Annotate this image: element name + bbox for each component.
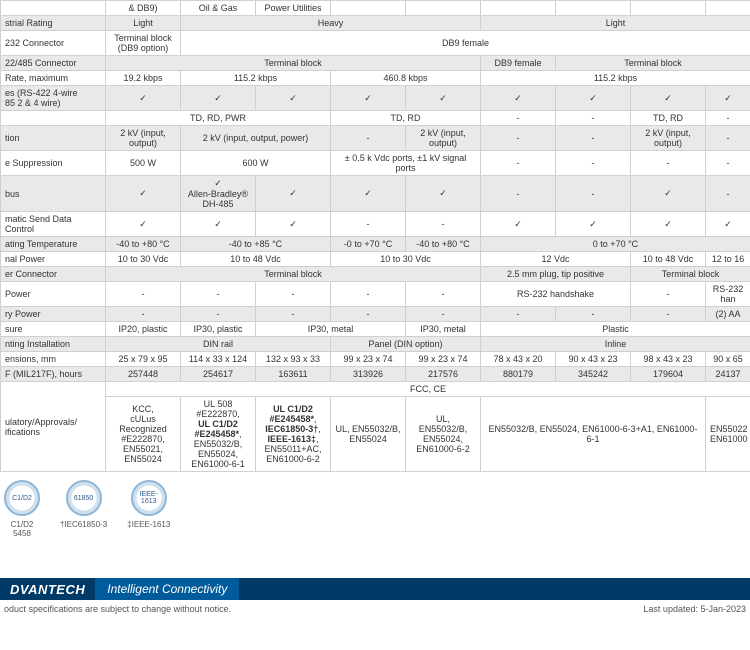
certification-badges: C1/D2 C1/D2 5458 61850 †IEC61850-3 IEEE-…	[0, 472, 750, 538]
row-enclosure: sure IP20, plasticIP30, plastic IP30, me…	[1, 322, 750, 337]
badge-icon: 61850	[66, 480, 102, 516]
cert-iec61850: 61850 †IEC61850-3	[60, 480, 107, 529]
brand-bar: DVANTECH Intelligent Connectivity	[0, 578, 750, 600]
row-pwrconn: er Connector Terminal block 2.5 mm plug,…	[1, 267, 750, 282]
row-extpwr: nal Power 10 to 30 Vdc 10 to 48 Vdc 10 t…	[1, 252, 750, 267]
row-modbus: bus ✓ ✓ Allen-Bradley® DH-485 ✓✓✓ --✓-	[1, 176, 750, 212]
row-portpwr: Power --- -- RS-232 handshake -RS-232 ha…	[1, 282, 750, 307]
badge-icon: IEEE-1613	[131, 480, 167, 516]
row-battery: ry Power --- --- --(2) AA	[1, 307, 750, 322]
row-top: & DB9)Oil & GasPower Utilities	[1, 1, 750, 16]
cert-label: ‡IEEE-1613	[127, 520, 170, 529]
cert-ieee1613: IEEE-1613 ‡IEEE-1613	[127, 480, 170, 529]
row-optemp: ating Temperature -40 to +80 °C -40 to +…	[1, 237, 750, 252]
row-regulatory: KCC, cULus Recognized #E222870, EN55021,…	[1, 397, 750, 472]
cert-label: C1/D2 5458	[4, 520, 40, 538]
row-rs232: 232 Connector Terminal block (DB9 option…	[1, 31, 750, 56]
last-updated: Last updated: 5-Jan-2023	[643, 604, 746, 614]
row-datarate: Rate, maximum 19.2 kbps 115.2 kbps 460.8…	[1, 71, 750, 86]
cert-ulc1d2: C1/D2 C1/D2 5458	[4, 480, 40, 538]
row-dims: ensions, mm 25 x 79 x 95114 x 33 x 12413…	[1, 352, 750, 367]
brand-logo: DVANTECH	[0, 582, 95, 597]
row-mounting: nting Installation DIN rail Panel (DIN o…	[1, 337, 750, 352]
footer: DVANTECH Intelligent Connectivity oduct …	[0, 578, 750, 614]
footnote-text: oduct specifications are subject to chan…	[4, 604, 231, 614]
row-leds: TD, RD, PWR TD, RD --TD, RD-	[1, 111, 750, 126]
row-industrial-rating: strial Rating Light Heavy Light	[1, 16, 750, 31]
badge-icon: C1/D2	[4, 480, 40, 516]
row-modes: es (RS-422 4-wire 85 2 & 4 wire) ✓✓✓ ✓✓✓…	[1, 86, 750, 111]
cert-label: †IEC61850-3	[60, 520, 107, 529]
row-isolation: tion 2 kV (input, output) 2 kV (input, o…	[1, 126, 750, 151]
row-rs422-connector: 22/485 Connector Terminal block DB9 fema…	[1, 56, 750, 71]
brand-tagline: Intelligent Connectivity	[95, 578, 239, 600]
row-autosend: matic Send Data Control ✓✓✓ --✓ ✓✓✓	[1, 212, 750, 237]
row-fcc: ulatory/Approvals/ ifications FCC, CE	[1, 382, 750, 397]
footnote: oduct specifications are subject to chan…	[0, 600, 750, 614]
row-surge: e Suppression 500 W 600 W ± 0.5 k Vdc po…	[1, 151, 750, 176]
row-mtbf: F (MIL217F), hours 257448254617163611 31…	[1, 367, 750, 382]
spec-table: & DB9)Oil & GasPower Utilities strial Ra…	[0, 0, 750, 472]
